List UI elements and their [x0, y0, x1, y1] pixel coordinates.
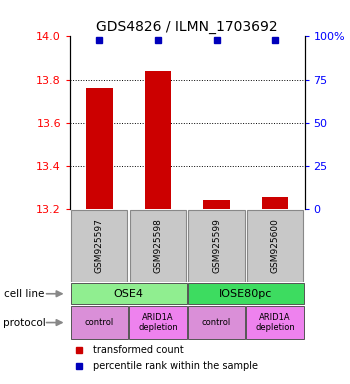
Bar — [246, 306, 304, 339]
Text: protocol: protocol — [4, 318, 46, 328]
Bar — [262, 197, 288, 209]
Bar — [71, 306, 128, 339]
Text: cell line: cell line — [4, 289, 44, 299]
Bar — [247, 210, 303, 281]
Bar — [130, 210, 186, 281]
Text: GSM925598: GSM925598 — [153, 218, 162, 273]
Bar — [188, 210, 245, 281]
Text: transformed count: transformed count — [93, 345, 184, 355]
Text: GSM925599: GSM925599 — [212, 218, 221, 273]
Text: IOSE80pc: IOSE80pc — [219, 289, 273, 299]
Text: control: control — [202, 318, 231, 327]
Bar — [188, 306, 245, 339]
Text: OSE4: OSE4 — [114, 289, 144, 299]
Text: ARID1A
depletion: ARID1A depletion — [255, 313, 295, 332]
Text: ARID1A
depletion: ARID1A depletion — [138, 313, 178, 332]
Bar — [188, 283, 304, 304]
Bar — [71, 283, 187, 304]
Text: control: control — [85, 318, 114, 327]
Title: GDS4826 / ILMN_1703692: GDS4826 / ILMN_1703692 — [97, 20, 278, 34]
Bar — [71, 210, 127, 281]
Bar — [203, 200, 230, 209]
Bar — [145, 71, 171, 209]
Text: percentile rank within the sample: percentile rank within the sample — [93, 361, 258, 371]
Text: GSM925597: GSM925597 — [95, 218, 104, 273]
Bar — [86, 88, 112, 209]
Text: GSM925600: GSM925600 — [271, 218, 280, 273]
Bar — [129, 306, 187, 339]
